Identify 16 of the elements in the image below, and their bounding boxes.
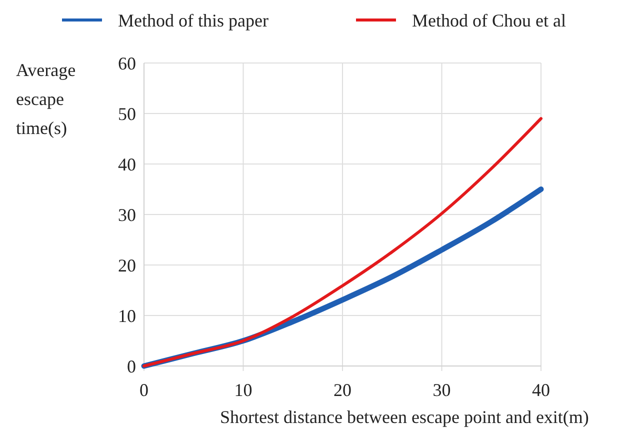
x-axis-title: Shortest distance between escape point and exit(m) — [220, 407, 589, 427]
y-tick-label: 30 — [118, 204, 136, 225]
x-tick-label: 0 — [140, 380, 148, 400]
y-tick-label: 10 — [118, 306, 136, 326]
y-tick-label: 0 — [127, 356, 136, 376]
x-tick-label: 40 — [532, 380, 550, 400]
y-tick-label: 50 — [118, 104, 136, 124]
y-tick-label: 60 — [118, 53, 136, 74]
y-tick-label: 20 — [118, 255, 136, 276]
legend-label: Method of this paper — [118, 10, 268, 30]
x-tick-label: 30 — [432, 380, 451, 400]
x-tick-label: 10 — [234, 380, 252, 400]
y-tick-label: 40 — [118, 154, 136, 174]
legend-label: Method of Chou et al — [412, 10, 566, 30]
x-tick-label: 20 — [334, 380, 352, 400]
y-axis-title: Average escape time(s) — [16, 60, 76, 138]
